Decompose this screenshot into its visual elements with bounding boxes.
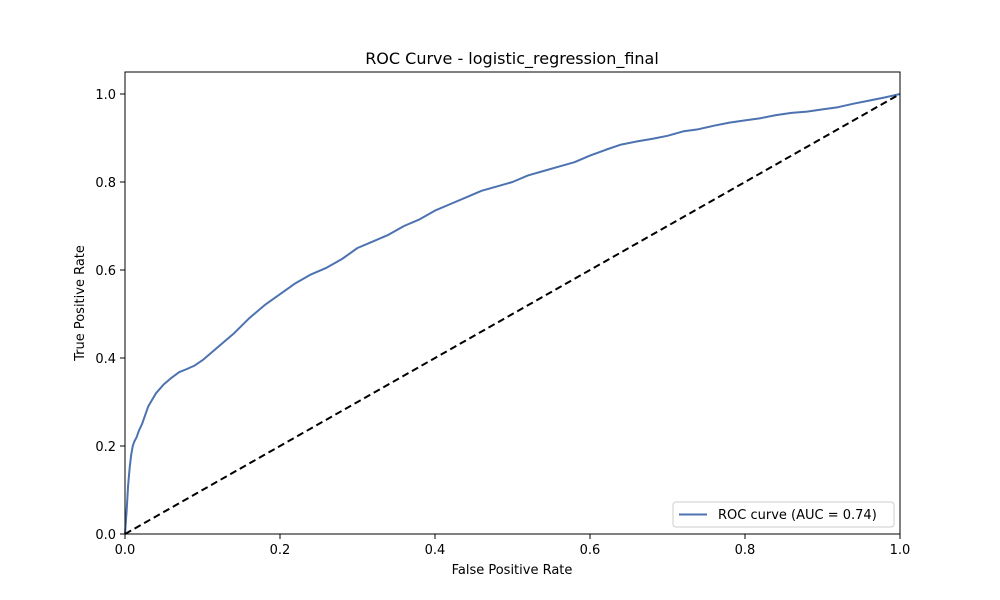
diagonal-reference-line [124, 93, 901, 535]
y-tick-label: 0.8 [95, 176, 116, 191]
x-tick-label: 0.8 [735, 543, 756, 558]
plot-frame [124, 71, 901, 535]
y-tick-label: 0.4 [95, 352, 116, 367]
y-tick-label: 0.0 [95, 528, 116, 543]
y-tick-label: 0.2 [95, 440, 116, 455]
legend-box [672, 501, 895, 528]
series-group [124, 93, 901, 535]
y-tick-label: 0.6 [95, 264, 116, 279]
chart-title: ROC Curve - logistic_regression_final [365, 49, 659, 69]
y-axis-label: True Positive Rate [73, 245, 88, 362]
legend-label-roc: ROC curve (AUC = 0.74) [718, 508, 877, 523]
roc-curve-line [124, 93, 901, 535]
y-tick-label: 1.0 [95, 88, 116, 103]
x-tick-label: 1.0 [890, 543, 911, 558]
legend: ROC curve (AUC = 0.74) [672, 501, 895, 528]
ticks-group: 0.0 0.2 0.4 0.6 0.8 1.0 0.0 0.2 0.4 0.6 0.8 1.0 [95, 88, 910, 558]
x-tick-label: 0.0 [115, 543, 136, 558]
x-tick-label: 0.6 [580, 543, 601, 558]
x-axis-label: False Positive Rate [452, 563, 573, 578]
x-tick-label: 0.4 [425, 543, 446, 558]
x-tick-label: 0.2 [270, 543, 291, 558]
